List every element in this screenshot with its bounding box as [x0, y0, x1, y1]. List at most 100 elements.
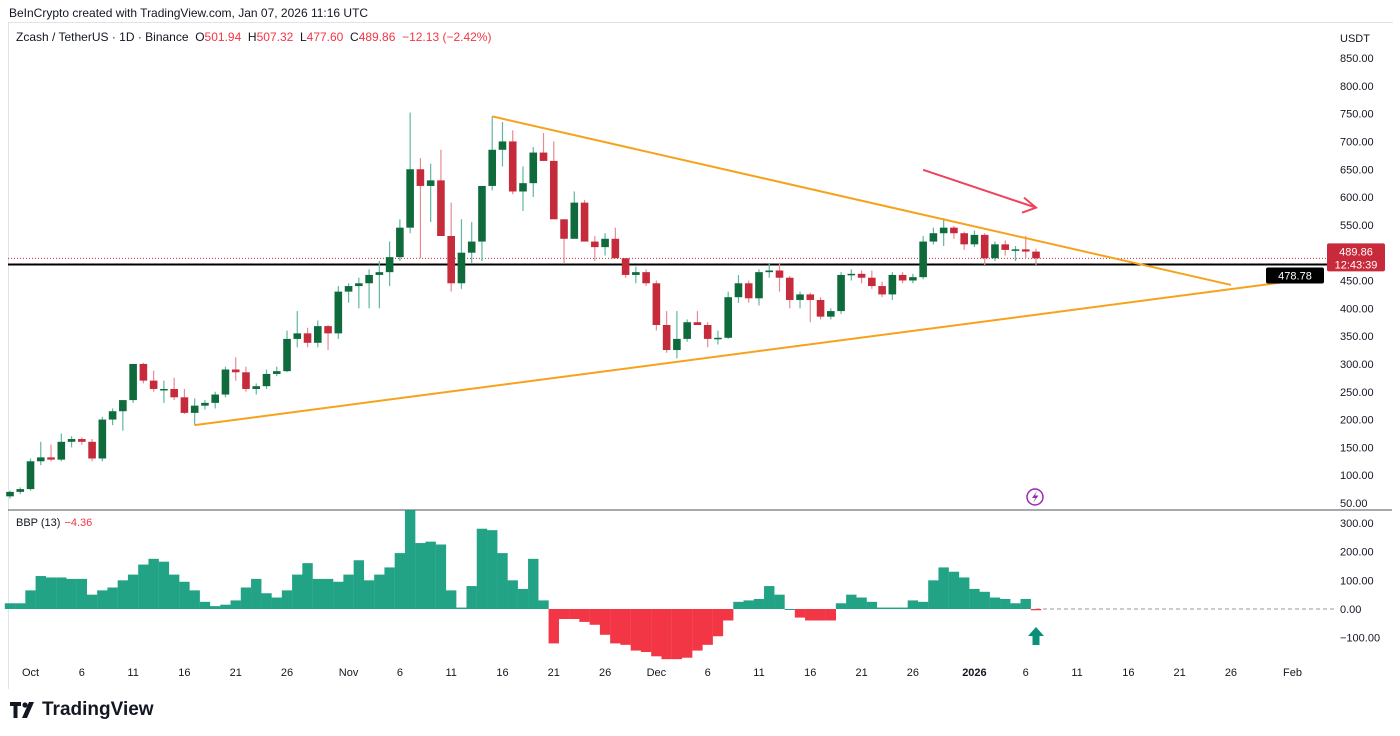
candle: [970, 230, 979, 248]
candle: [662, 311, 671, 353]
candle-body: [508, 141, 517, 192]
candle-body: [857, 273, 866, 278]
candle-body: [293, 333, 302, 339]
bbp-bar: [805, 609, 816, 621]
candle: [467, 222, 476, 264]
up-signal-arrow-icon: [1028, 627, 1044, 645]
candle-body: [970, 234, 979, 245]
candle: [344, 283, 353, 303]
candle: [119, 400, 127, 431]
candle: [744, 280, 753, 303]
candle-body: [734, 283, 743, 298]
candle: [36, 441, 45, 466]
candle-body: [919, 241, 927, 278]
candle: [785, 276, 794, 309]
candle: [498, 121, 507, 167]
candle-body: [201, 402, 209, 406]
tradingview-logo[interactable]: TradingView: [10, 699, 154, 721]
bbp-bar: [917, 601, 929, 609]
candle: [324, 325, 332, 351]
time-tick-label: 16: [804, 667, 816, 679]
bbp-bar: [476, 528, 488, 609]
chart-frame: [8, 22, 1393, 689]
candle: [1011, 246, 1020, 262]
candle: [88, 439, 96, 462]
bbp-bar: [712, 609, 724, 637]
candle: [211, 391, 219, 409]
price-tick-label: 100.00: [1340, 470, 1374, 482]
time-tick-label: 6: [705, 667, 711, 679]
price-tick-label: 350.00: [1340, 331, 1374, 343]
bbp-bar: [333, 581, 344, 609]
bbp-bar: [230, 600, 241, 609]
bbp-bar: [579, 609, 590, 622]
bbp-bar: [210, 606, 221, 609]
candle-body: [262, 373, 271, 387]
bbp-legend[interactable]: BBP (13) −4.36: [16, 517, 92, 529]
candle-body: [980, 234, 989, 259]
candle: [519, 166, 527, 211]
candle: [242, 366, 250, 392]
candle-body: [303, 333, 312, 343]
time-tick-label: 16: [496, 667, 508, 679]
bbp-bar: [445, 590, 457, 609]
bbp-bar: [292, 574, 303, 609]
symbol-name[interactable]: Zcash / TetherUS · 1D · Binance: [16, 30, 189, 44]
bbp-bar: [322, 578, 334, 609]
candle-body: [991, 244, 999, 259]
bbp-bar: [517, 588, 529, 609]
candle-body: [190, 405, 199, 413]
candle-body: [796, 294, 804, 300]
bbp-bar: [548, 609, 559, 644]
candle-body: [170, 388, 178, 398]
price-unit-label: USDT: [1340, 33, 1370, 45]
candle-body: [909, 277, 917, 281]
bbp-bar: [866, 601, 878, 609]
candle: [108, 408, 117, 426]
bbp-bar: [353, 560, 365, 609]
candle: [303, 327, 312, 348]
candle: [755, 269, 763, 306]
bbp-bar: [240, 587, 252, 609]
candle: [16, 487, 25, 495]
candle: [591, 236, 599, 262]
candle-body: [878, 286, 886, 295]
bbp-bar: [825, 609, 836, 621]
candle-body: [775, 270, 784, 278]
candle-body: [67, 439, 76, 442]
bbp-bar: [435, 544, 447, 609]
bbp-bar: [1020, 598, 1031, 609]
bbp-bar: [394, 553, 406, 609]
candle-body: [129, 363, 137, 401]
candle: [611, 227, 620, 259]
candle: [180, 388, 189, 414]
candle-body: [539, 152, 548, 161]
bbp-bar: [692, 609, 703, 651]
price-tick-label: 750.00: [1340, 109, 1374, 121]
bbp-bar: [487, 530, 498, 609]
candle: [488, 116, 497, 191]
bbp-bar: [928, 580, 939, 609]
candle-body: [1011, 249, 1020, 251]
candle-body: [662, 325, 671, 351]
price-tick-label: 250.00: [1340, 387, 1374, 399]
time-tick-label: 16: [178, 667, 190, 679]
candle-body: [139, 363, 148, 381]
bbp-bar: [887, 607, 898, 609]
candle: [149, 370, 158, 392]
candle: [919, 236, 927, 280]
bbp-bar: [538, 600, 549, 609]
candle-body: [47, 457, 55, 460]
symbol-legend: Zcash / TetherUS · 1D · Binance O501.94 …: [16, 30, 491, 44]
candle-body: [160, 388, 168, 391]
bbp-bar: [199, 601, 211, 609]
bbp-bar: [425, 541, 436, 609]
candle: [201, 400, 209, 410]
candle-body: [724, 297, 732, 338]
bbp-bar: [466, 586, 477, 609]
bbp-bar: [815, 609, 826, 621]
bbp-bar: [876, 607, 888, 609]
candle-body: [714, 337, 722, 340]
bbp-bar: [640, 609, 652, 653]
